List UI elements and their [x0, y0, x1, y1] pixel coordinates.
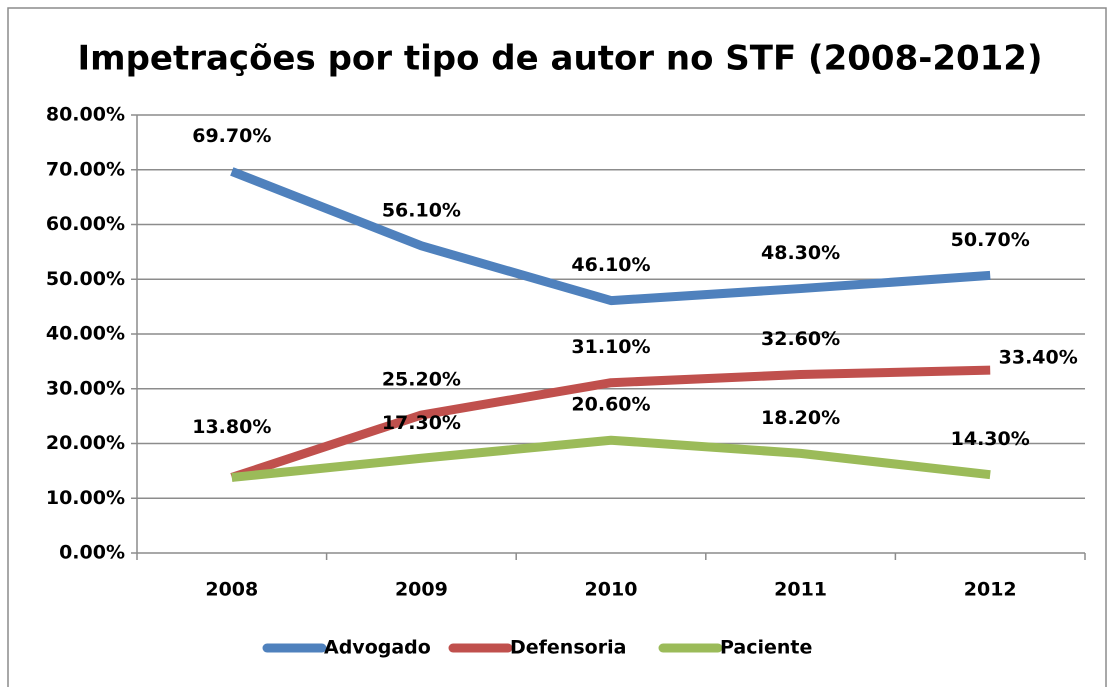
- y-tick-label: 60.00%: [46, 213, 125, 235]
- data-label: 56.10%: [382, 199, 461, 221]
- data-label: 18.20%: [761, 407, 840, 429]
- data-label: 69.70%: [192, 125, 271, 147]
- series-line: [230, 167, 991, 306]
- data-label: 33.40%: [999, 347, 1078, 369]
- x-tick-label: 2009: [395, 579, 448, 601]
- data-label: 32.60%: [761, 328, 840, 350]
- chart-title: Impetrações por tipo de autor no STF (20…: [77, 39, 1042, 79]
- chart-frame: [7, 7, 1107, 687]
- x-tick-label: 2012: [964, 579, 1017, 601]
- data-label: 14.30%: [951, 428, 1030, 450]
- y-tick-label: 40.00%: [46, 323, 125, 345]
- series-line: [230, 365, 991, 482]
- x-tick-label: 2008: [205, 579, 258, 601]
- data-label: 31.10%: [571, 336, 650, 358]
- series-line: [231, 435, 991, 482]
- y-tick-label: 10.00%: [46, 487, 125, 509]
- legend-label: Defensoria: [510, 637, 626, 659]
- data-label: 20.60%: [571, 394, 650, 416]
- legend-label: Advogado: [324, 637, 431, 659]
- x-tick-label: 2010: [585, 579, 638, 601]
- data-label: 13.80%: [192, 416, 271, 438]
- x-tick-label: 2011: [774, 579, 827, 601]
- y-tick-label: 70.00%: [46, 158, 125, 180]
- data-label: 48.30%: [761, 242, 840, 264]
- y-tick-label: 20.00%: [46, 432, 125, 454]
- data-label: 25.20%: [382, 369, 461, 391]
- legend-label: Paciente: [720, 637, 812, 659]
- data-label: 50.70%: [951, 229, 1030, 251]
- y-tick-label: 80.00%: [46, 104, 125, 126]
- y-tick-label: 50.00%: [46, 268, 125, 290]
- data-label: 46.10%: [571, 254, 650, 276]
- data-label: 17.30%: [382, 412, 461, 434]
- y-tick-label: 0.00%: [59, 542, 125, 564]
- y-tick-label: 30.00%: [46, 377, 125, 399]
